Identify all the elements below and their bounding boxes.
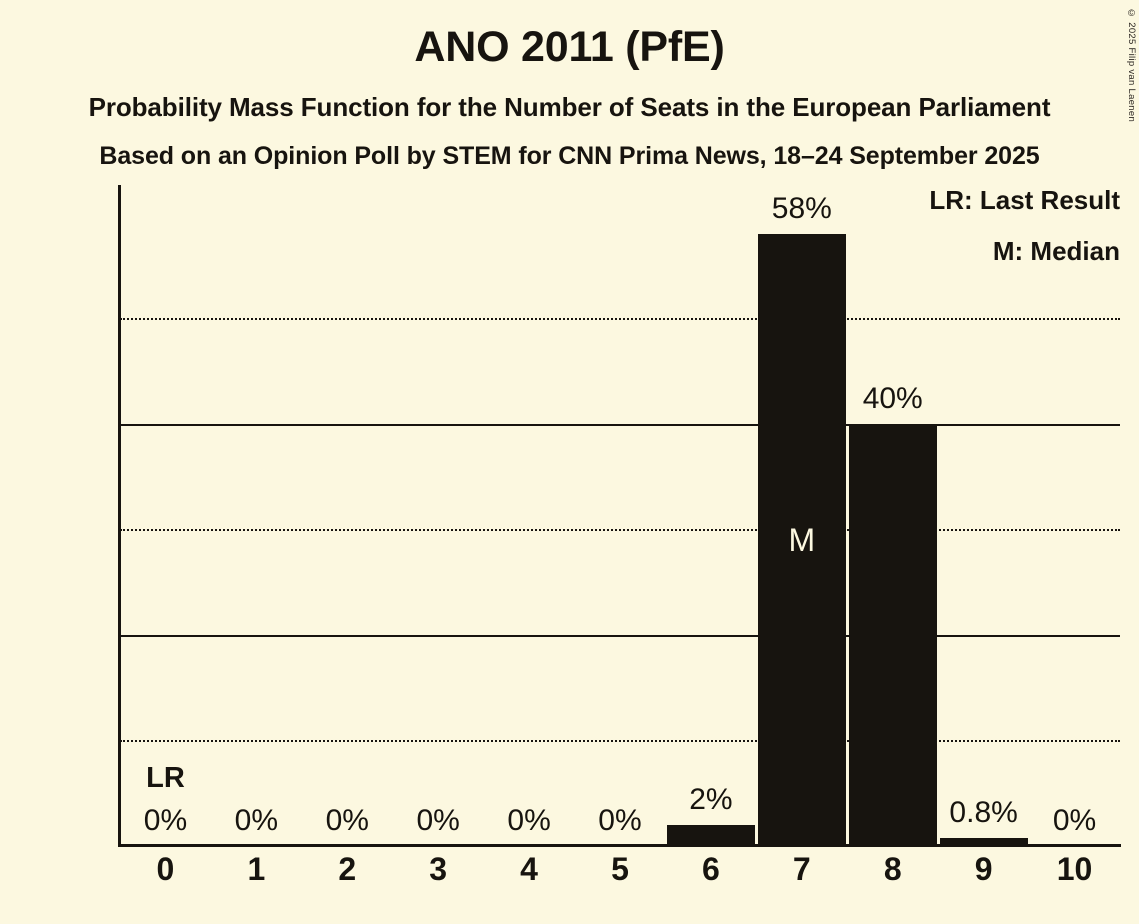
x-axis-tick-8: 8 [883,851,902,887]
bar-value-label-4: 0% [507,804,551,837]
bar-seat-7[interactable] [757,233,846,846]
chart-legend: LR: Last Result M: Median [929,185,1120,264]
copyright-notice: © 2025 Filip van Laenen [1126,8,1137,123]
page-title: ANO 2011 (PfE) [414,23,725,71]
bar-value-label-7: 58% [771,191,832,225]
bar-value-label-9: 0.8% [949,795,1018,829]
y-axis-line [118,185,121,846]
bar-value-label-3: 0% [416,804,460,837]
bar-value-label-10: 0% [1052,804,1097,837]
bar-seat-6[interactable] [666,824,755,846]
chart-subtitle: Probability Mass Function for the Number… [88,92,1051,122]
x-axis-tick-4: 4 [520,851,538,887]
x-axis-tick-9: 9 [974,851,993,887]
legend-item-last-result: LR: Last Result [929,185,1120,215]
bar-value-label-6: 2% [689,782,733,816]
bar-value-label-0: 0% [143,804,188,837]
title-block: ANO 2011 (PfE) Probability Mass Function… [0,0,1139,169]
chart-source-line: Based on an Opinion Poll by STEM for CNN… [99,142,1040,170]
bar-value-label-1: 0% [234,804,279,837]
legend-item-median: M: Median [992,236,1120,266]
gridline-major-20 [120,634,1120,637]
bar-seat-9[interactable] [939,837,1028,846]
x-axis-tick-5: 5 [611,851,629,887]
gridline-minor-30 [120,529,1120,532]
plot-area: 20%40% 0%LR0%0%0%0%0%2%58%M40%0.8%0% 012… [118,185,1121,885]
x-axis-tick-10: 10 [1056,851,1093,887]
median-marker: M [788,521,816,558]
last-result-marker: LR [146,762,185,794]
x-axis-line [118,844,1121,847]
x-axis-tick-0: 0 [156,851,175,887]
bar-value-label-8: 40% [862,381,923,415]
bar-value-label-5: 0% [598,804,642,837]
bar-value-label-2: 0% [325,804,369,837]
x-axis-tick-3: 3 [429,851,448,887]
x-axis-tick-2: 2 [338,851,357,887]
gridline-major-40 [120,423,1120,426]
x-axis-tick-7: 7 [792,851,811,887]
bar-seat-8[interactable] [848,423,937,846]
gridline-minor-10 [120,740,1120,743]
gridline-minor-50 [120,318,1120,321]
x-axis-tick-6: 6 [702,851,720,887]
x-axis-tick-1: 1 [247,851,266,887]
